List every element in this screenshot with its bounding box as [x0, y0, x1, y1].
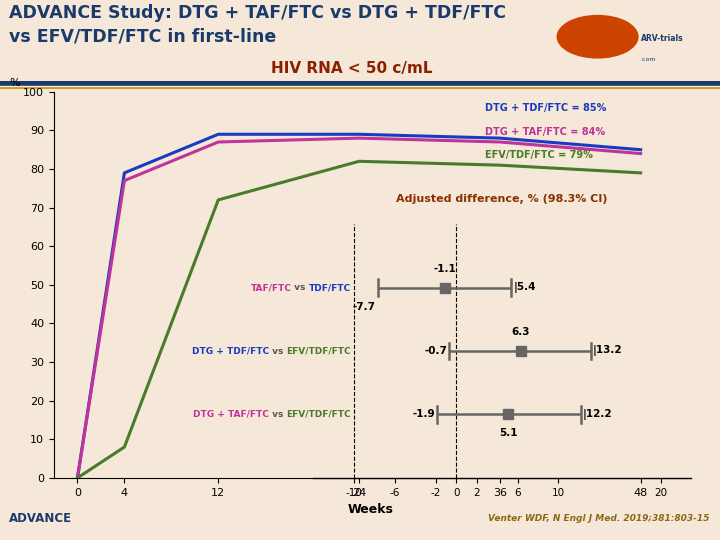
Text: DTG + TDF/FTC = 85%: DTG + TDF/FTC = 85% — [485, 103, 606, 113]
Text: vs: vs — [269, 410, 287, 419]
Text: 6.3: 6.3 — [511, 327, 530, 337]
Text: EFV/TDF/FTC: EFV/TDF/FTC — [287, 410, 351, 419]
Text: HIV RNA < 50 c/mL: HIV RNA < 50 c/mL — [271, 62, 433, 76]
Text: |5.4: |5.4 — [513, 282, 536, 293]
Text: |13.2: |13.2 — [593, 346, 623, 356]
Text: 5.1: 5.1 — [499, 428, 518, 438]
Text: -1.9: -1.9 — [412, 409, 435, 420]
Text: Venter WDF, N Engl J Med. 2019;381:803-15: Venter WDF, N Engl J Med. 2019;381:803-1… — [488, 514, 709, 523]
Text: vs: vs — [292, 283, 309, 292]
Text: .com: .com — [641, 57, 657, 62]
Text: EFV/TDF/FTC: EFV/TDF/FTC — [287, 347, 351, 355]
Text: %: % — [9, 78, 20, 88]
Text: DTG + TAF/FTC: DTG + TAF/FTC — [193, 410, 269, 419]
Text: DTG + TDF/FTC: DTG + TDF/FTC — [192, 347, 269, 355]
Text: TAF/FTC: TAF/FTC — [251, 283, 292, 292]
Text: vs: vs — [269, 347, 287, 355]
Text: ADVANCE Study: DTG + TAF/FTC vs DTG + TDF/FTC
vs EFV/TDF/FTC in first-line: ADVANCE Study: DTG + TAF/FTC vs DTG + TD… — [9, 4, 505, 45]
Text: ARV-trials: ARV-trials — [641, 35, 683, 44]
Text: EFV/TDF/FTC = 79%: EFV/TDF/FTC = 79% — [485, 150, 593, 160]
Text: -0.7: -0.7 — [424, 346, 447, 356]
Text: ADVANCE: ADVANCE — [9, 512, 72, 525]
Text: |12.2: |12.2 — [583, 409, 613, 420]
Circle shape — [557, 16, 638, 58]
Text: TDF/FTC: TDF/FTC — [309, 283, 351, 292]
Text: Adjusted difference, % (98.3% CI): Adjusted difference, % (98.3% CI) — [397, 194, 608, 204]
Text: -1.1: -1.1 — [433, 264, 456, 274]
Text: -7.7: -7.7 — [353, 301, 376, 312]
X-axis label: Weeks: Weeks — [348, 503, 394, 516]
Text: DTG + TAF/FTC = 84%: DTG + TAF/FTC = 84% — [485, 126, 605, 137]
